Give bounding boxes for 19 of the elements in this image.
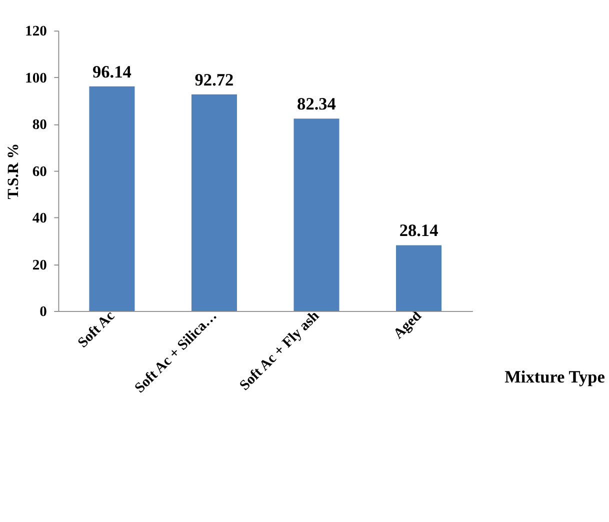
y-tick-label: 40 [32, 210, 47, 227]
bar [191, 94, 237, 311]
x-axis-title: Mixture Type [504, 367, 606, 386]
data-label: 82.34 [297, 94, 336, 114]
x-tick-label: Soft Ac [74, 308, 118, 352]
data-label: 96.14 [92, 62, 132, 82]
y-tick-label: 120 [25, 24, 47, 40]
bar [294, 118, 340, 311]
y-tick-label: 80 [32, 117, 47, 134]
y-tick-label: 60 [32, 164, 47, 180]
bar [89, 86, 135, 311]
data-label: 28.14 [399, 221, 439, 240]
data-label: 92.72 [194, 70, 234, 90]
y-tick-label: 20 [32, 257, 47, 274]
y-axis-title: T.S.R % [4, 143, 22, 200]
bar [396, 245, 442, 311]
y-tick-label: 100 [25, 70, 47, 86]
x-tick-label: Soft Ac + Fly ash [236, 308, 323, 394]
y-tick-label: 0 [40, 304, 47, 320]
